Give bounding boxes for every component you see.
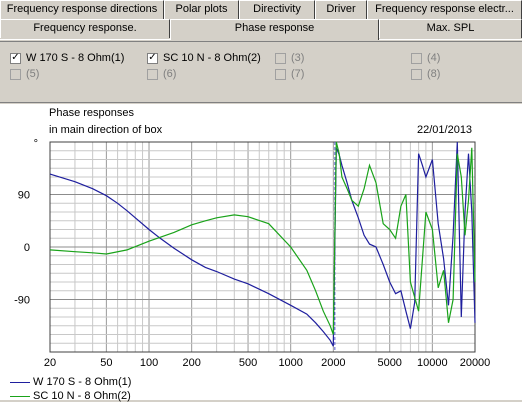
series-label: (4) xyxy=(427,52,441,64)
checkbox-box[interactable] xyxy=(275,68,286,80)
panel-divider xyxy=(0,102,522,103)
legend-swatch xyxy=(10,395,30,397)
series-label: (3) xyxy=(291,52,305,64)
series-line-2 xyxy=(49,141,476,335)
series-checkbox-3[interactable]: (3) xyxy=(275,52,304,64)
tab-phase-response[interactable]: Phase response xyxy=(170,19,379,40)
tab-row-bottom: Frequency response. Phase response Max. … xyxy=(0,19,522,40)
y-tick-label: 90 xyxy=(18,190,30,202)
legend-label: SC 10 N - 8 Ohm(2) xyxy=(33,390,131,402)
x-tick-label: 1000 xyxy=(278,357,302,369)
series-checkbox-8[interactable]: (8) xyxy=(411,68,440,80)
y-tick-label: 0 xyxy=(24,242,30,254)
series-checkbox-5[interactable]: (5) xyxy=(10,68,39,80)
checkbox-box[interactable]: ✓ xyxy=(10,52,21,64)
series-label: (6) xyxy=(163,68,177,80)
x-tick-label: 500 xyxy=(239,357,257,369)
y-tick-label: -90 xyxy=(14,295,30,307)
tab-label: Frequency response. xyxy=(33,22,137,34)
x-tick-label: 20000 xyxy=(460,357,491,369)
chart-subtitle: in main direction of box xyxy=(49,124,163,136)
checkbox-box[interactable] xyxy=(147,68,158,80)
tab-label: Frequency response directions xyxy=(6,3,158,15)
x-tick-label: 200 xyxy=(182,357,200,369)
x-tick-label: 5000 xyxy=(377,357,401,369)
legend-item-1: W 170 S - 8 Ohm(1) xyxy=(10,376,131,388)
series-selection-panel: ✓ W 170 S - 8 Ohm(1) ✓ SC 10 N - 8 Ohm(2… xyxy=(0,41,522,103)
tab-label: Polar plots xyxy=(175,3,228,15)
series-checkbox-1[interactable]: ✓ W 170 S - 8 Ohm(1) xyxy=(10,52,124,64)
legend-label: W 170 S - 8 Ohm(1) xyxy=(33,376,132,388)
phase-chart-area: Phase responses in main direction of box… xyxy=(0,104,522,402)
x-tick-label: 10000 xyxy=(417,357,448,369)
series-label: SC 10 N - 8 Ohm(2) xyxy=(163,52,261,64)
tab-label: Phase response xyxy=(234,22,315,34)
series-line-1 xyxy=(49,141,476,347)
series-label: (7) xyxy=(291,68,305,80)
x-tick-label: 100 xyxy=(140,357,158,369)
chart-date: 22/01/2013 xyxy=(417,124,473,136)
tab-row-top: Frequency response directions Polar plot… xyxy=(0,0,522,19)
checkbox-box[interactable] xyxy=(10,68,21,80)
legend-swatch xyxy=(10,381,30,383)
tab-frequency-response-directions[interactable]: Frequency response directions xyxy=(0,0,164,19)
x-tick-label: 20 xyxy=(44,357,56,369)
tab-frequency-response-electrical[interactable]: Frequency response electr... xyxy=(367,0,522,19)
series-checkbox-2[interactable]: ✓ SC 10 N - 8 Ohm(2) xyxy=(147,52,261,64)
checkbox-box[interactable] xyxy=(275,52,286,64)
series-label: (5) xyxy=(26,68,40,80)
legend-item-2: SC 10 N - 8 Ohm(2) xyxy=(10,390,131,402)
series-checkbox-6[interactable]: (6) xyxy=(147,68,176,80)
plot-frame xyxy=(49,141,476,353)
tab-max-spl[interactable]: Max. SPL xyxy=(379,19,522,38)
checkbox-box[interactable] xyxy=(411,68,422,80)
phase-chart: 90 0 -90 ° 20 50 100 200 500 1000 2000 5000 10000 200… xyxy=(14,138,491,369)
tab-label: Max. SPL xyxy=(426,22,475,34)
x-tick-label: 2000 xyxy=(321,357,345,369)
x-tick-label: 50 xyxy=(100,357,112,369)
tab-driver[interactable]: Driver xyxy=(315,0,367,19)
y-unit-label: ° xyxy=(34,138,38,150)
tab-label: Driver xyxy=(326,3,356,15)
checkbox-box[interactable]: ✓ xyxy=(147,52,158,64)
checkbox-box[interactable] xyxy=(411,52,422,64)
tab-label: Frequency response electr... xyxy=(375,3,514,15)
chart-title: Phase responses xyxy=(49,107,134,119)
tab-label: Directivity xyxy=(253,3,301,15)
series-checkbox-7[interactable]: (7) xyxy=(275,68,304,80)
tab-polar-plots[interactable]: Polar plots xyxy=(164,0,239,19)
tab-directivity[interactable]: Directivity xyxy=(239,0,315,19)
series-label: W 170 S - 8 Ohm(1) xyxy=(26,52,125,64)
tab-frequency-response[interactable]: Frequency response. xyxy=(0,19,170,38)
series-label: (8) xyxy=(427,68,441,80)
series-checkbox-4[interactable]: (4) xyxy=(411,52,440,64)
